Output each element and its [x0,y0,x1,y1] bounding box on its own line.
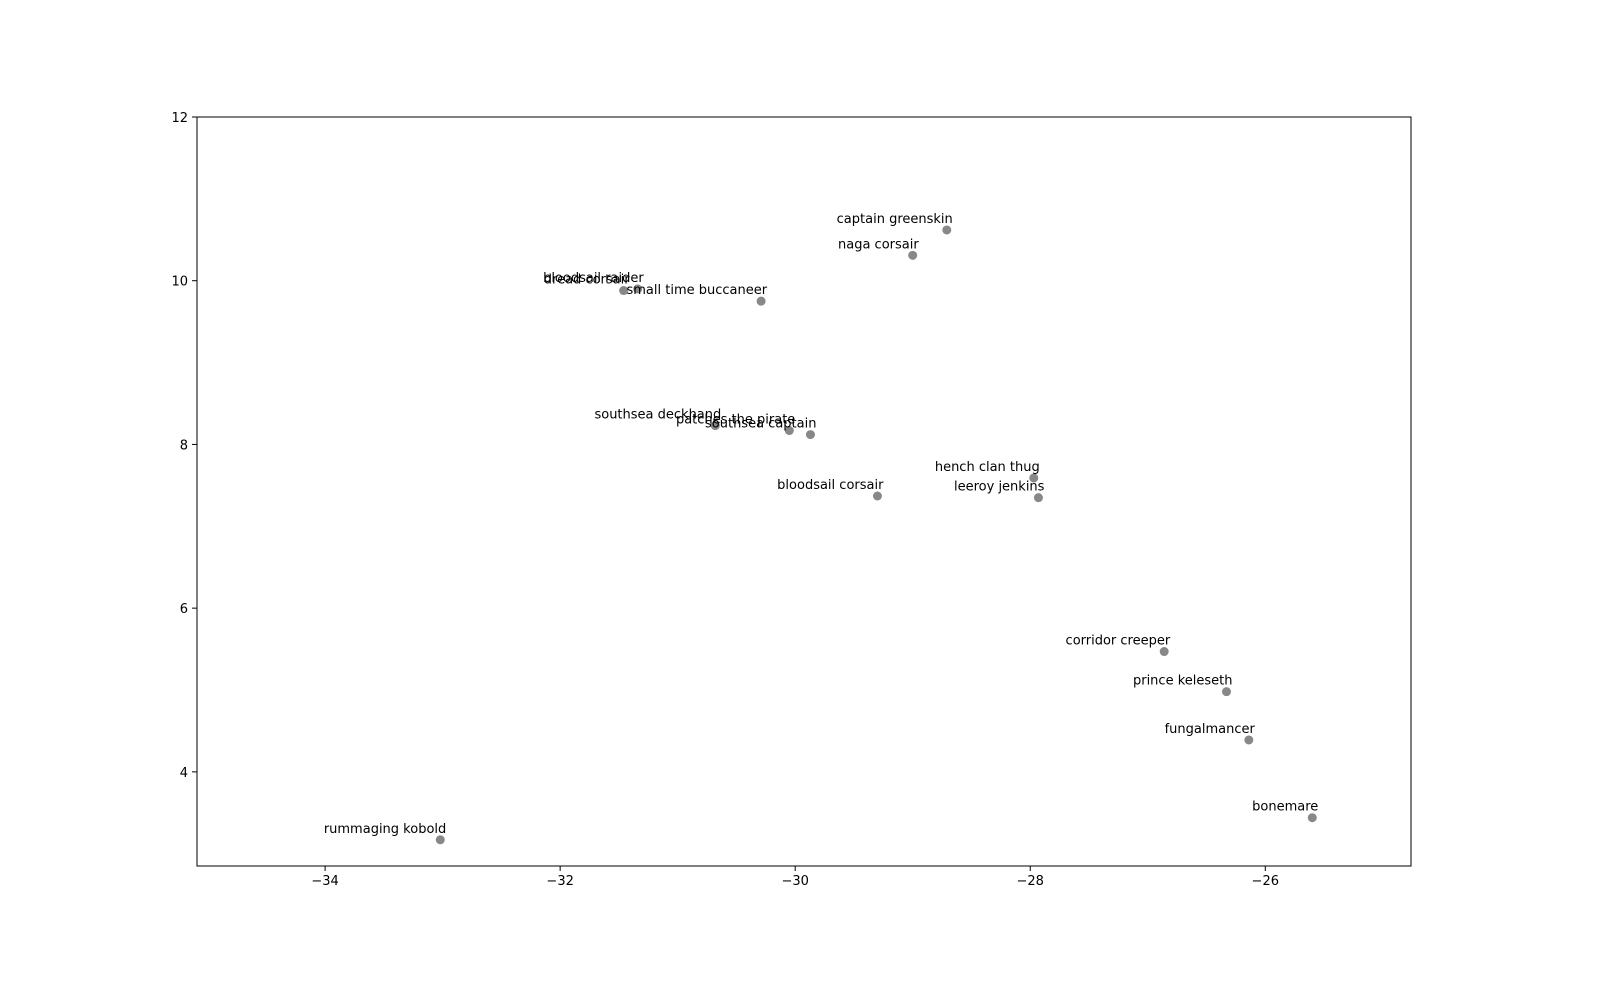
point-label: bloodsail raider [543,271,644,286]
point [908,250,918,260]
y-tick-label: 4 [180,766,188,781]
point-label: southsea captain [705,417,816,432]
point-label: fungalmancer [1165,722,1256,737]
point-label: naga corsair [838,237,919,252]
point [633,284,643,294]
point [756,296,766,306]
plot-frame [196,116,1412,867]
point-label: rummaging kobold [324,822,446,837]
point [805,430,815,440]
point-label: bonemare [1252,800,1318,815]
point [942,225,952,235]
x-tick-label: −32 [546,874,573,889]
point-label: captain greenskin [837,212,953,227]
point [1307,813,1317,823]
point-label: hench clan thug [935,460,1040,475]
point-label: dread corsair [544,273,630,288]
y-tick-label: 10 [171,275,188,290]
y-tick-label: 12 [171,111,188,126]
point [1244,735,1254,745]
point [710,421,720,431]
point-label: small time buccaneer [626,283,767,298]
y-tick-label: 8 [180,438,188,453]
x-tick-label: −26 [1252,874,1279,889]
point-label: southsea deckhand [594,408,721,423]
point-label: corridor creeper [1066,634,1171,649]
point [619,286,629,296]
point-label: bloodsail corsair [777,478,884,493]
point [1029,473,1039,483]
y-tick-label: 6 [180,602,188,617]
point-label: patches the pirate [676,413,795,428]
point [435,835,445,845]
point [784,426,794,436]
point-label: leeroy jenkins [954,480,1045,495]
point-label: prince keleseth [1133,674,1233,689]
point [1159,647,1169,657]
point [1221,687,1231,697]
point [1033,493,1043,503]
x-tick-label: −28 [1017,874,1044,889]
x-tick-label: −34 [311,874,338,889]
point [872,491,882,501]
x-tick-label: −30 [781,874,808,889]
